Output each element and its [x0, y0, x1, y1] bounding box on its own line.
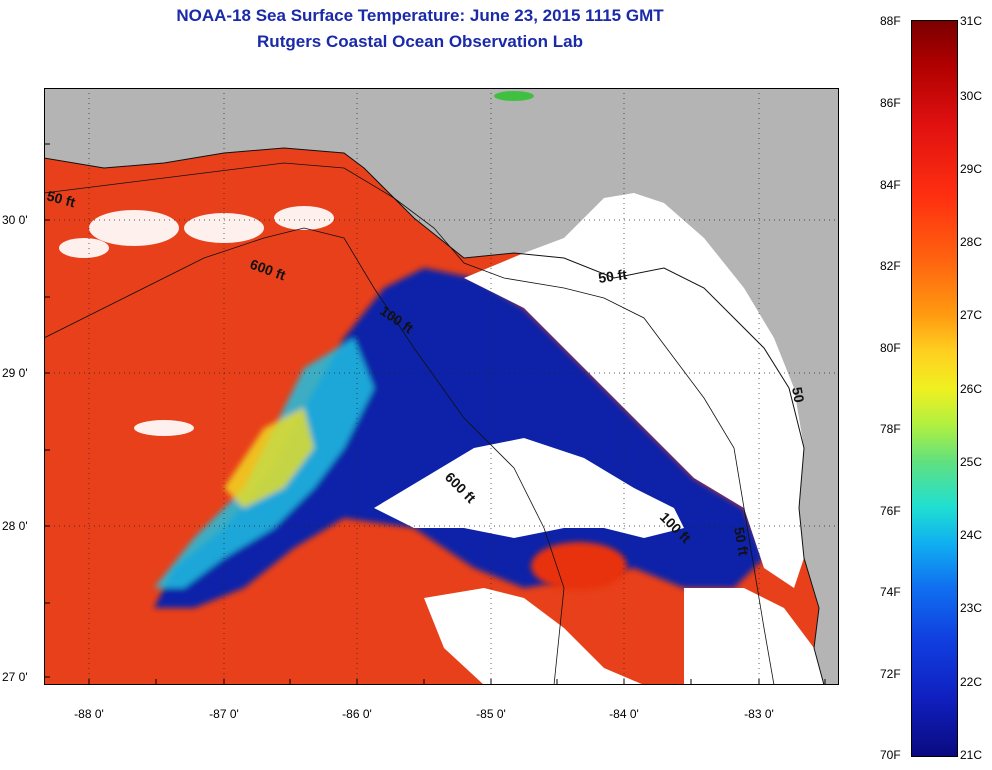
lon-label: -83 0'	[744, 707, 774, 721]
colorbar-f-label: 80F	[880, 341, 901, 355]
colorbar-c-label: 25C	[960, 455, 983, 469]
map-subtitle: Rutgers Coastal Ocean Observation Lab	[257, 32, 583, 51]
coastline	[44, 147, 825, 685]
colorbar-c-label: 23C	[960, 601, 983, 615]
contour-label: 50 ft	[597, 266, 628, 286]
colorbar-c-label: 22C	[960, 675, 983, 689]
colorbar-f-label: 74F	[880, 585, 901, 599]
colorbar-c-label: 31C	[960, 14, 983, 28]
colorbar-f-label: 70F	[880, 748, 901, 762]
lat-label: 28 0'	[2, 519, 28, 533]
contour-label: 50 ft	[45, 187, 77, 210]
lon-label: -85 0'	[476, 707, 506, 721]
colorbar-c-label: 29C	[960, 162, 983, 176]
lon-label: -88 0'	[74, 707, 104, 721]
colorbar-f-label: 72F	[880, 667, 901, 681]
colorbar-c-label: 21C	[960, 748, 983, 762]
colorbar-c-label: 27C	[960, 308, 983, 322]
cloud-cover-east	[464, 193, 804, 588]
cloud-cover-south	[374, 438, 684, 538]
map-title: NOAA-18 Sea Surface Temperature: June 23…	[176, 6, 664, 25]
colorbar-c-label: 24C	[960, 528, 983, 542]
colorbar-f-label: 76F	[880, 504, 901, 518]
contour-label: 50 ft	[731, 526, 752, 557]
lat-label: 30 0'	[2, 213, 28, 227]
colorbar-f-label: 86F	[880, 96, 901, 110]
lon-label: -87 0'	[209, 707, 239, 721]
lon-label: -86 0'	[342, 707, 372, 721]
lat-label: 29 0'	[2, 366, 28, 380]
lon-label: -84 0'	[609, 707, 639, 721]
colorbar-c-label: 28C	[960, 235, 983, 249]
colorbar-f-label: 82F	[880, 259, 901, 273]
colorbar-c-label: 26C	[960, 382, 983, 396]
contour-label: 50	[789, 386, 807, 404]
colorbar-c-label: 30C	[960, 89, 983, 103]
temperature-colorbar	[911, 20, 958, 757]
island-top	[494, 91, 534, 101]
colorbar-f-label: 84F	[880, 178, 901, 192]
depth-contour-50	[44, 162, 775, 685]
warm-eddy	[531, 542, 627, 590]
sst-map: 50 ft 600 ft 100 ft 50 ft 600 ft 100 ft …	[44, 88, 839, 685]
colorbar-f-label: 88F	[880, 14, 901, 28]
lat-label: 27 0'	[2, 670, 28, 684]
depth-contour-600	[44, 227, 565, 685]
colorbar-f-label: 78F	[880, 422, 901, 436]
